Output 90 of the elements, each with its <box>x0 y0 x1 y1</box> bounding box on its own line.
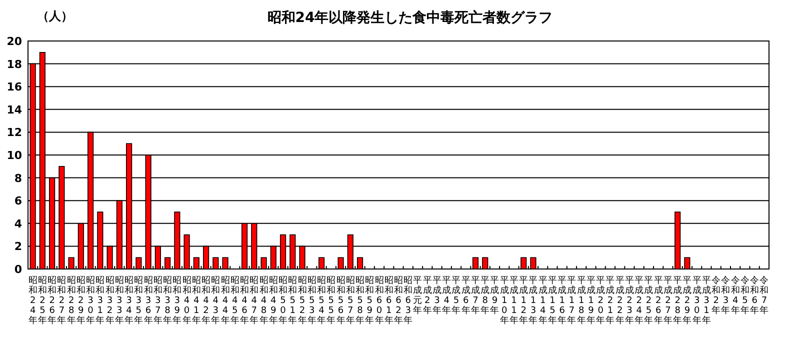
chart-title: 昭和24年以降発生した食中毒死亡者数グラフ <box>267 9 553 26</box>
x-tick-label: 昭和32年 <box>105 275 114 326</box>
x-tick-label: 昭和47年 <box>250 275 259 326</box>
x-tick-label: 昭和50年 <box>278 275 288 326</box>
x-tick-label: 昭和59年 <box>365 275 374 326</box>
x-tick-label: 昭和30年 <box>86 275 96 326</box>
x-tick-label: 昭和46年 <box>240 275 250 326</box>
x-tick-label: 平成29年 <box>682 276 692 326</box>
x-tick-label: 平成14年 <box>538 276 548 326</box>
x-tick-label: 平成15年 <box>548 276 557 326</box>
y-tick-label: 0 <box>14 263 22 276</box>
x-tick-label: 昭和51年 <box>288 275 298 326</box>
x-tick-label: 昭和31年 <box>96 275 105 326</box>
x-tick-label: 平成18年 <box>576 276 586 326</box>
y-tick-label: 20 <box>6 35 22 48</box>
x-tick-label: 昭和56年 <box>336 275 346 326</box>
x-tick-label: 昭和26年 <box>48 275 57 326</box>
x-tick-label: 平成28年 <box>673 276 682 326</box>
x-tick-label: 昭和53年 <box>307 275 316 326</box>
x-tick-label: 昭和38年 <box>163 275 172 326</box>
y-tick-label: 16 <box>6 80 22 94</box>
y-tick-label: 12 <box>6 126 22 140</box>
x-tick-label: 平成31年 <box>702 276 711 326</box>
x-tick-label: 平成10年 <box>500 276 509 326</box>
x-tick-label: 平成2年 <box>422 276 432 316</box>
x-tick-label: 令和6年 <box>750 275 760 316</box>
x-tick-label: 昭和62年 <box>394 275 403 326</box>
x-tick-label: 令和7年 <box>760 275 769 316</box>
x-tick-label: 昭和54年 <box>317 275 326 326</box>
x-tick-label: 平成23年 <box>624 276 634 326</box>
x-tick-label: 平成9年 <box>490 276 500 316</box>
y-tick-label: 18 <box>6 58 22 71</box>
x-tick-label: 平成12年 <box>519 276 528 326</box>
y-tick-label: 10 <box>6 149 22 162</box>
x-tick-label: 平成4年 <box>442 276 452 316</box>
x-tick-label: 平成8年 <box>480 276 490 316</box>
x-tick-label: 昭和40年 <box>182 275 192 326</box>
x-tick-label: 昭和27年 <box>57 275 66 326</box>
x-tick-label: 令和5年 <box>740 275 750 316</box>
y-tick-label: 8 <box>14 172 22 185</box>
x-tick-label: 昭和36年 <box>144 275 153 326</box>
y-tick-label: 2 <box>14 240 22 254</box>
x-tick-label: 平成26年 <box>654 276 663 326</box>
y-tick-label: 6 <box>14 194 22 208</box>
x-tick-label: 昭和63年 <box>404 275 413 326</box>
x-tick-label: 令和2年 <box>712 275 721 316</box>
x-tick-label: 昭和49年 <box>268 275 278 326</box>
x-tick-label: 平成24年 <box>634 276 644 326</box>
x-tick-label: 令和4年 <box>730 275 740 316</box>
x-tick-label: 昭和43年 <box>211 275 220 326</box>
x-tick-label: 昭和55年 <box>326 275 336 326</box>
x-tick-label: 平成25年 <box>644 276 654 326</box>
x-tick-label: 平成13年 <box>528 276 538 326</box>
x-tick-label: 平成5年 <box>452 276 461 316</box>
x-tick-label: 昭和58年 <box>356 275 365 326</box>
x-tick-label: 昭和25年 <box>38 275 47 326</box>
x-tick-label: 昭和33年 <box>114 275 124 326</box>
x-tick-label: 平成11年 <box>509 276 518 326</box>
x-tick-label: 昭和44年 <box>220 275 230 326</box>
x-tick-label: 昭和60年 <box>374 275 384 326</box>
x-tick-label: 昭和61年 <box>384 275 394 326</box>
x-tick-label: 昭和57年 <box>346 275 355 326</box>
x-tick-label: 平成16年 <box>558 276 567 326</box>
x-tick-label: 昭和34年 <box>124 275 134 326</box>
x-tick-label: 昭和24年 <box>28 275 38 326</box>
x-tick-label: 平成22年 <box>615 276 624 326</box>
x-tick-label: 昭和39年 <box>172 275 182 326</box>
x-tick-label: 昭和29年 <box>76 275 86 326</box>
x-tick-label: 平成19年 <box>586 276 596 326</box>
x-tick-label: 昭和35年 <box>134 275 144 326</box>
x-tick-label: 昭和48年 <box>259 275 268 326</box>
x-tick-label: 平成21年 <box>606 276 615 326</box>
x-tick-label: 平成20年 <box>596 276 606 326</box>
x-tick-label: 昭和52年 <box>298 275 307 326</box>
x-tick-label: 平成30年 <box>692 276 702 326</box>
x-tick-label: 昭和45年 <box>230 275 240 326</box>
y-axis-title: （人） <box>37 9 73 23</box>
y-tick-label: 4 <box>14 217 22 230</box>
x-tick-label: 昭和37年 <box>153 275 162 326</box>
x-tick-label: 昭和28年 <box>66 275 76 326</box>
x-tick-label: 平成27年 <box>663 276 672 326</box>
x-tick-label: 昭和42年 <box>202 275 211 326</box>
x-tick-label: 令和3年 <box>721 275 730 316</box>
y-tick-label: 14 <box>6 103 22 116</box>
x-tick-label: 平成元年 <box>413 276 422 316</box>
x-tick-label: 平成7年 <box>470 276 480 316</box>
x-tick-label: 平成3年 <box>432 276 442 316</box>
x-tick-label: 昭和41年 <box>192 275 201 326</box>
x-tick-label: 平成17年 <box>567 276 576 326</box>
x-tick-label: 平成6年 <box>461 276 470 316</box>
